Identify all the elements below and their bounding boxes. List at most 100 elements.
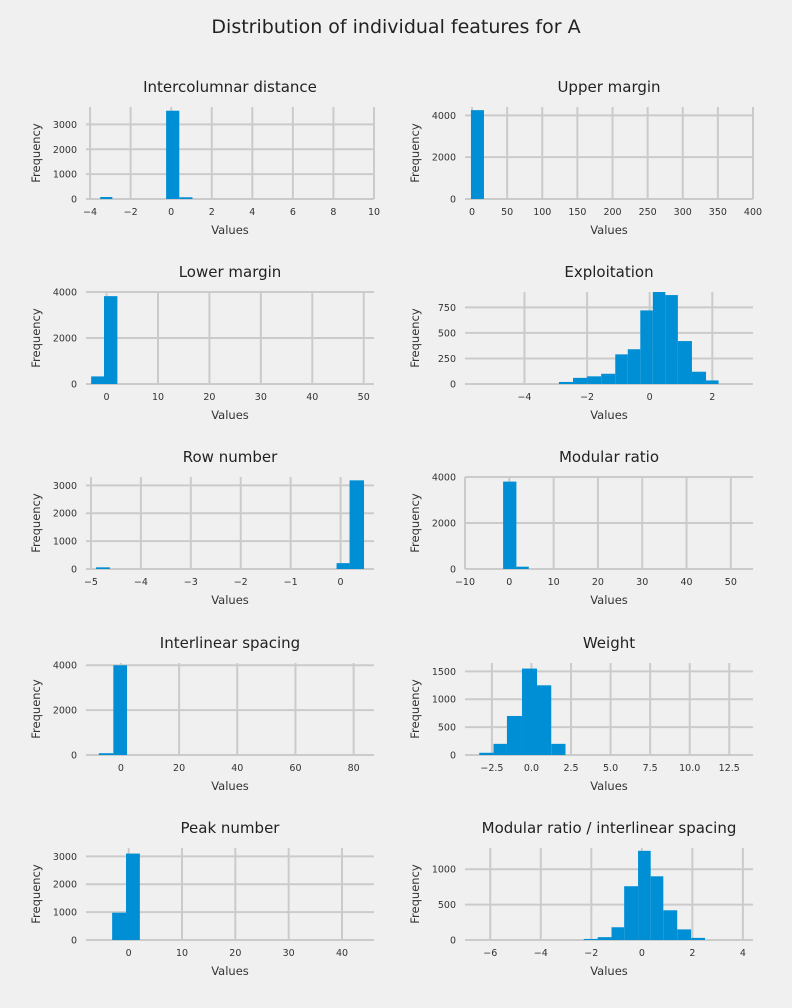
histogram-bar: [91, 376, 104, 384]
histogram-bar: [627, 349, 641, 384]
y-tick-label: 3000: [53, 481, 77, 492]
x-tick-label: 10: [368, 207, 380, 218]
y-tick-label: 500: [438, 900, 456, 911]
x-tick-label: 7.5: [643, 763, 658, 774]
x-tick-label: −1: [284, 577, 298, 588]
x-tick-label: 60: [289, 763, 301, 774]
y-tick-label: 2000: [53, 509, 77, 520]
x-tick-label: −2: [234, 577, 248, 588]
x-tick-label: 10: [176, 948, 188, 959]
x-tick-label: 50: [501, 207, 513, 218]
y-tick-label: 1000: [53, 170, 77, 181]
histogram-bar: [166, 110, 180, 199]
y-tick-label: 0: [450, 195, 456, 206]
histogram-bar: [493, 743, 507, 755]
x-tick-label: 2: [209, 207, 215, 218]
x-tick-label: 200: [603, 207, 621, 218]
x-tick-label: 2: [689, 948, 695, 959]
subplot-7: 0 20 40 60 80 0 2000 4000 Interlinear spacing Val…: [29, 634, 374, 793]
histogram-bar: [104, 296, 118, 384]
subplot-8: −2.5 0.0 2.5 5.0 7.5 10.0 12.5 0 500 1000 1500 Weig…: [408, 634, 753, 793]
subplot-title: Intercolumnar distance: [143, 78, 317, 96]
y-tick-label: 1000: [53, 537, 77, 548]
histogram-bar: [521, 668, 537, 755]
histogram-bar: [597, 937, 612, 940]
x-tick-label: 80: [348, 763, 360, 774]
y-tick-label: 2000: [432, 519, 456, 530]
histogram-bar: [663, 910, 678, 940]
x-tick-label: 20: [173, 763, 185, 774]
y-tick-label: 0: [71, 751, 77, 762]
x-tick-label: 20: [203, 392, 215, 403]
subplot-10: −6 −4 −2 0 2 4 0 500 1000 Modular ratio / interli…: [408, 819, 753, 978]
histogram-bar: [640, 310, 653, 384]
histogram-bar: [677, 929, 692, 940]
y-tick-label: 4000: [432, 111, 456, 122]
y-tick-label: 500: [438, 328, 456, 339]
subplot-title: Modular ratio / interlinear spacing: [482, 819, 737, 837]
y-tick-label: 750: [438, 303, 456, 314]
x-tick-label: 300: [674, 207, 692, 218]
x-tick-label: 400: [744, 207, 762, 218]
y-tick-label: 0: [450, 936, 456, 947]
y-axis-label: Frequency: [408, 493, 422, 553]
subplot-5: −5 −4 −3 −2 −1 0 0 1000 2000 3000 Row number Values…: [29, 448, 374, 607]
histogram-bar: [100, 197, 113, 199]
x-tick-label: 12.5: [719, 763, 740, 774]
y-tick-label: 2000: [53, 706, 77, 717]
y-tick-label: 3000: [53, 852, 77, 863]
histogram-bar: [503, 481, 517, 569]
subplot-title: Lower margin: [179, 263, 282, 281]
x-tick-label: 150: [568, 207, 586, 218]
x-axis-label: Values: [211, 223, 249, 237]
x-tick-label: 50: [358, 392, 370, 403]
x-tick-label: 40: [306, 392, 318, 403]
x-tick-label: 6: [290, 207, 296, 218]
y-tick-label: 0: [450, 751, 456, 762]
x-tick-label: 0: [104, 392, 110, 403]
x-tick-label: 0: [338, 577, 344, 588]
y-axis-label: Frequency: [29, 679, 43, 739]
subplot-9: 0 10 20 30 40 0 1000 2000 3000 Peak number Values F…: [29, 819, 374, 978]
histogram-bar: [179, 197, 193, 199]
x-tick-label: 0: [126, 948, 132, 959]
histogram-bar: [691, 371, 707, 384]
x-tick-label: 0: [647, 392, 653, 403]
histogram-bar: [551, 743, 566, 755]
y-axis-label: Frequency: [408, 308, 422, 368]
x-tick-label: 50: [725, 577, 737, 588]
histogram-bar: [126, 853, 140, 940]
histogram-bar: [470, 110, 484, 199]
y-axis-label: Frequency: [408, 123, 422, 183]
subplot-title: Exploitation: [564, 263, 653, 281]
histogram-bar: [112, 912, 126, 940]
histogram-bar: [583, 938, 598, 940]
x-tick-label: 5.0: [603, 763, 618, 774]
x-tick-label: 4: [249, 207, 255, 218]
x-axis-label: Values: [211, 408, 249, 422]
subplot-1: −4 −2 0 2 4 6 8 10 0 1000 2000 3000 Intercolumnar di…: [29, 78, 380, 237]
histogram-bar: [516, 566, 529, 569]
y-tick-label: 2000: [53, 145, 77, 156]
x-tick-label: 10: [548, 577, 560, 588]
histogram-bar: [587, 376, 602, 384]
y-axis-label: Frequency: [408, 864, 422, 924]
histogram-bar: [601, 373, 616, 384]
x-tick-label: 20: [592, 577, 604, 588]
y-axis-label: Frequency: [29, 864, 43, 924]
x-tick-label: −2: [580, 392, 594, 403]
x-tick-label: 40: [680, 577, 692, 588]
histogram-bar: [573, 377, 588, 384]
x-axis-label: Values: [211, 779, 249, 793]
x-tick-label: 40: [336, 948, 348, 959]
histogram-bar: [98, 753, 114, 755]
subplot-title: Row number: [183, 448, 278, 466]
x-tick-label: −10: [455, 577, 475, 588]
x-axis-label: Values: [211, 964, 249, 978]
y-tick-label: 250: [438, 354, 456, 365]
histogram-bar: [349, 480, 365, 569]
histogram-bar: [611, 927, 625, 940]
y-tick-label: 0: [450, 380, 456, 391]
